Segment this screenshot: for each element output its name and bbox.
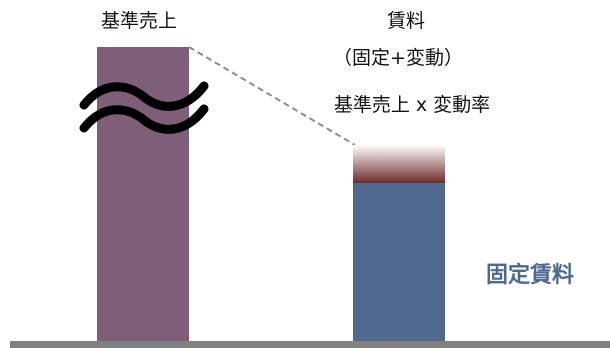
dashed-connector-line	[188, 46, 356, 146]
variable-rent-segment	[353, 145, 445, 183]
approximately-equal-break-icon	[79, 81, 209, 134]
base-sales-label: 基準売上	[101, 10, 177, 32]
rent-label: 賃料	[387, 10, 425, 32]
fixed-rent-bar	[353, 183, 445, 345]
baseline-axis	[10, 341, 610, 348]
variable-formula-label: 基準売上 x 変動率	[334, 94, 490, 116]
fixed-rent-label: 固定賃料	[486, 262, 574, 288]
rent-breakdown-label: （固定+変動）	[333, 47, 463, 69]
